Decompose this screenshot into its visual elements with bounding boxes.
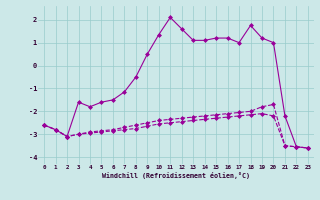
X-axis label: Windchill (Refroidissement éolien,°C): Windchill (Refroidissement éolien,°C) — [102, 172, 250, 179]
